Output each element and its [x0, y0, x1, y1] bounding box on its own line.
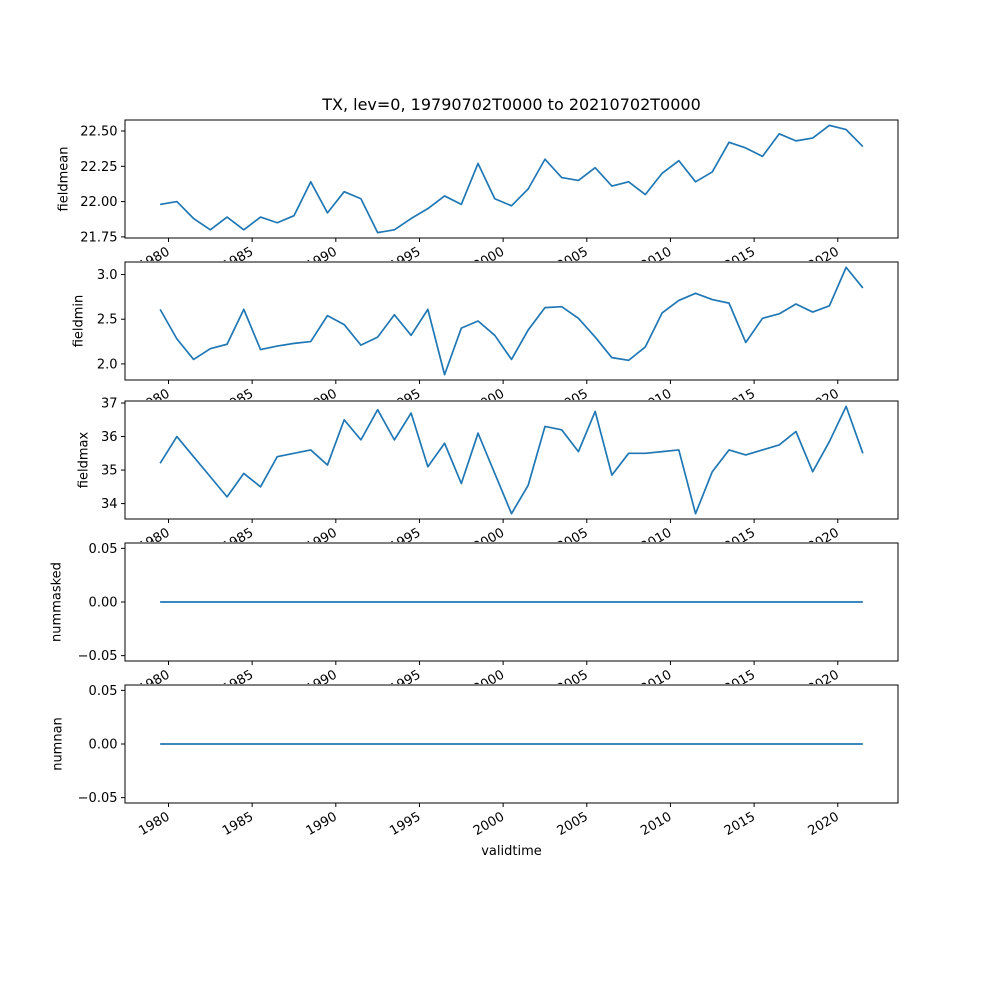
y-tick-label: 22.50 [80, 125, 117, 140]
line-fieldmax [159, 405, 864, 515]
x-tick-label: 1985 [220, 809, 256, 839]
y-tick-label: 3.0 [97, 268, 118, 283]
y-tick-label: 36 [101, 430, 118, 445]
y-tick-label: 21.75 [80, 230, 117, 245]
y-tick-label: 37 [101, 397, 118, 412]
axes-frame [124, 261, 899, 381]
axes-frame [124, 119, 899, 239]
x-tick-label: 1995 [387, 809, 423, 839]
x-tick-label: 2010 [638, 809, 674, 839]
y-tick-label: 34 [101, 497, 118, 512]
chart-title: TX, lev=0, 19790702T0000 to 20210702T000… [322, 95, 701, 114]
subplot-numnan: −0.05 0.00 0.05 1980 1985 1990 1995 2000 2005 201… [78, 684, 899, 839]
y-tick-label: −0.05 [78, 791, 118, 806]
line-fieldmin [159, 266, 864, 376]
y-tick-label: 2.5 [97, 313, 118, 328]
x-tick-label: 2015 [722, 809, 758, 839]
line-fieldmean [159, 124, 864, 234]
y-tick-label: 0.00 [89, 738, 118, 753]
y-tick-label: −0.05 [78, 649, 118, 664]
axes-frame [124, 400, 899, 520]
x-tick-label: 2005 [555, 809, 591, 839]
subplot-fieldmin: 2.02.53.01980198519901995200020052010201… [97, 261, 899, 400]
x-tick-label: 1980 [136, 809, 172, 839]
y-tick-label: 0.00 [89, 596, 118, 611]
x-tick-label: 1990 [304, 809, 340, 839]
y-tick-label: 22.00 [80, 195, 117, 210]
y-tick-label: 0.05 [89, 684, 118, 699]
y-tick-label: 2.0 [97, 357, 118, 372]
y-tick-label: 0.05 [89, 542, 118, 557]
x-axis-label: validtime [481, 844, 542, 859]
y-tick-label: 22.25 [80, 160, 117, 175]
y-tick-label: 35 [101, 464, 118, 479]
x-tick-labels: 1980 1985 1990 1995 2000 2005 2010 2015 2020 [136, 809, 841, 839]
x-tick-label: 2000 [471, 809, 507, 839]
x-tick-label: 2020 [806, 809, 842, 839]
